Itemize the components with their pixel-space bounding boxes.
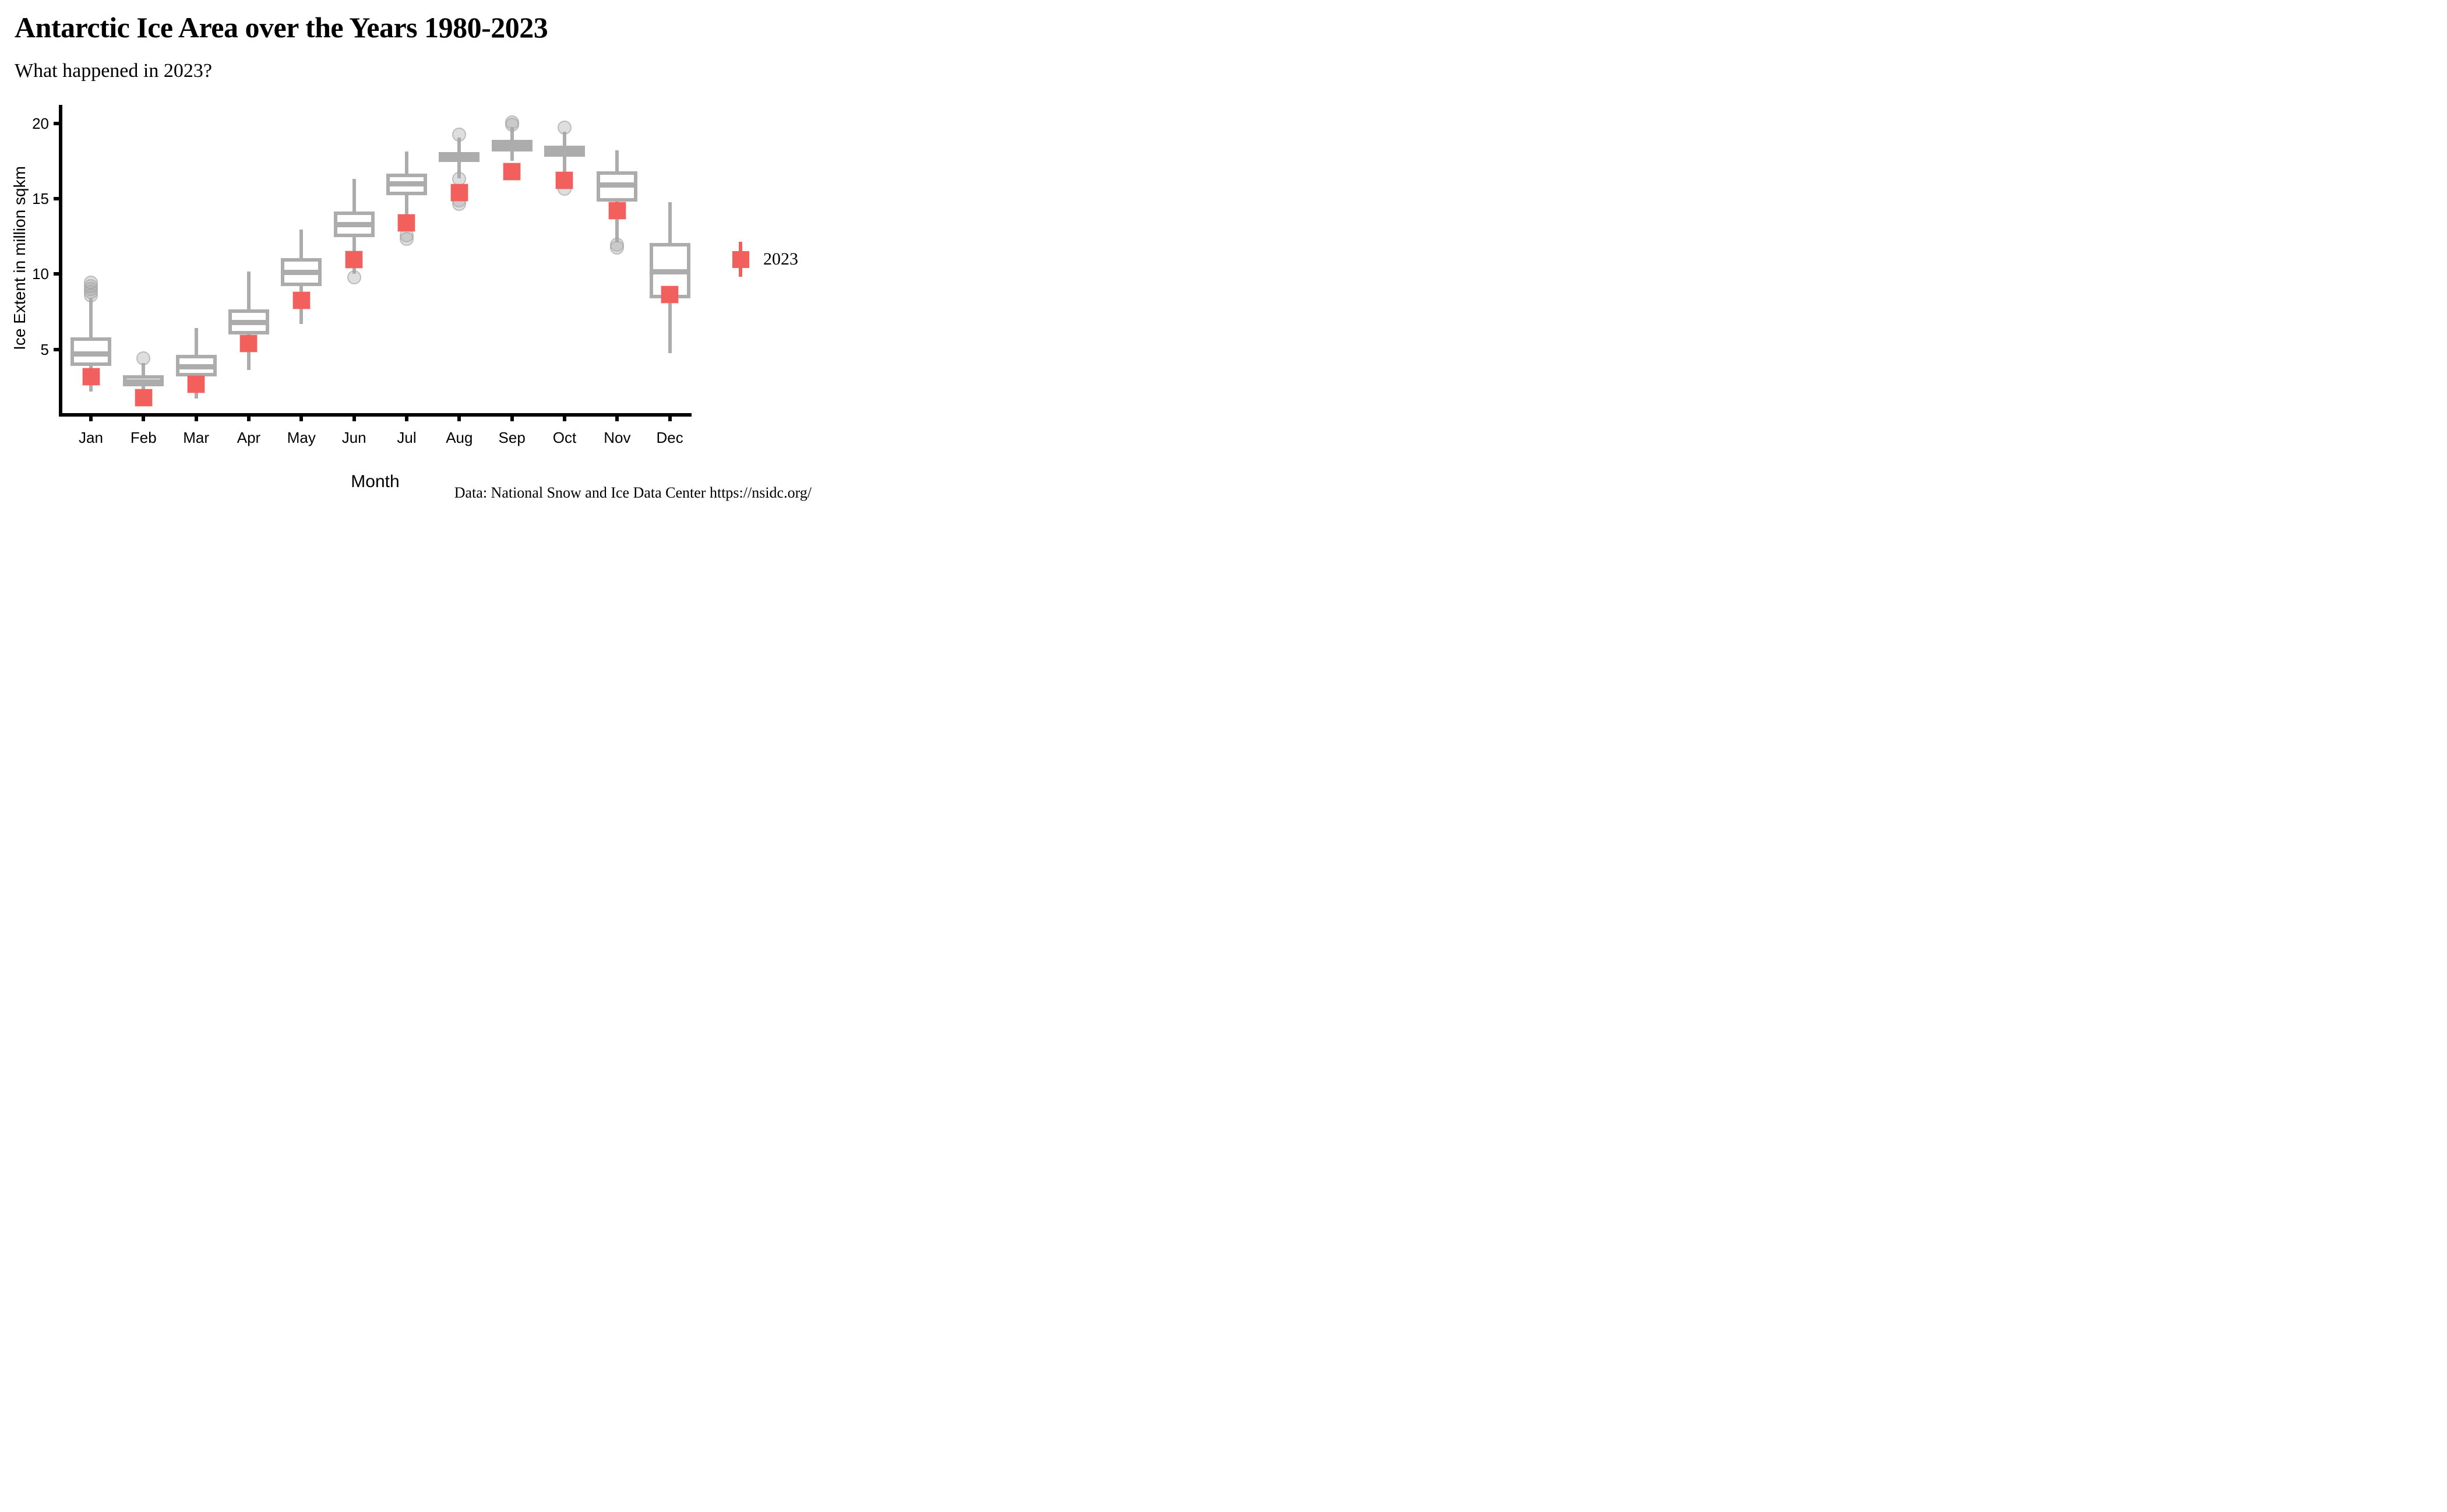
point-2023-oct [556, 172, 573, 189]
point-2023-may [292, 292, 310, 309]
point-2023-aug [450, 184, 468, 202]
median-line-oct [547, 149, 581, 154]
chart-title: Antarctic Ice Area over the Years 1980-2… [15, 11, 548, 44]
legend-label-2023: 2023 [763, 249, 798, 269]
point-2023-nov [608, 202, 626, 220]
median-line-aug [442, 153, 477, 158]
x-axis-tick-label: Sep [498, 429, 526, 446]
x-axis-tick-label: Dec [656, 429, 683, 446]
x-axis-tick-label: Nov [604, 429, 631, 446]
point-2023-jan [82, 368, 100, 385]
x-axis-tick-label: Jan [79, 429, 103, 446]
y-axis-tick [54, 347, 59, 351]
median-line-nov [600, 182, 634, 188]
median-line-mar [179, 364, 213, 369]
x-axis-title: Month [351, 472, 400, 491]
outlier-point-nov [610, 241, 625, 255]
x-axis-tick [615, 416, 619, 421]
outlier-point-jul [399, 231, 414, 246]
point-2023-dec [661, 286, 679, 303]
x-axis-tick [457, 416, 461, 421]
median-line-jan [74, 351, 108, 357]
outlier-point-jun [347, 270, 361, 284]
x-axis-tick [194, 416, 198, 421]
x-axis-tick-label: Jul [397, 429, 417, 446]
x-axis-tick-label: May [287, 429, 316, 446]
x-axis-tick [562, 416, 566, 421]
outlier-point-feb [136, 351, 151, 366]
point-2023-jun [345, 251, 363, 269]
y-axis-tick-label: 15 [32, 190, 49, 208]
y-axis-line [59, 105, 62, 417]
x-axis-tick-label: Apr [237, 429, 261, 446]
chart-page: Antarctic Ice Area over the Years 1980-2… [0, 0, 816, 504]
median-line-feb [126, 379, 161, 385]
x-axis-tick-label: Feb [130, 429, 157, 446]
outlier-point-aug [452, 128, 467, 142]
x-axis-tick [404, 416, 408, 421]
x-axis-tick [89, 416, 93, 421]
point-2023-jul [398, 214, 415, 231]
y-axis-tick [54, 121, 59, 125]
x-axis-tick-label: Aug [446, 429, 473, 446]
y-axis-tick [54, 272, 59, 276]
outlier-point-oct [557, 121, 572, 135]
point-2023-apr [240, 334, 258, 352]
x-axis-tick [668, 416, 672, 421]
median-line-dec [653, 269, 687, 274]
x-axis-tick [299, 416, 304, 421]
y-axis-tick-label: 10 [32, 265, 49, 283]
median-line-apr [231, 319, 266, 325]
x-axis-tick [352, 416, 356, 421]
x-axis-tick [246, 416, 251, 421]
data-source-caption: Data: National Snow and Ice Data Center … [454, 484, 812, 501]
point-2023-sep [503, 163, 521, 180]
legend-marker-2023 [732, 251, 749, 268]
x-axis-tick-label: Mar [183, 429, 210, 446]
median-line-may [284, 270, 319, 276]
point-2023-feb [135, 389, 152, 406]
outlier-point-sep [505, 118, 519, 132]
y-axis-tick-label: 5 [40, 340, 49, 358]
x-axis-tick-label: Oct [552, 429, 577, 446]
y-axis-tick-label: 20 [32, 114, 49, 132]
x-axis-tick-label: Jun [341, 429, 366, 446]
median-line-sep [495, 143, 529, 149]
median-line-jun [337, 221, 371, 227]
chart-subtitle: What happened in 2023? [15, 60, 212, 82]
median-line-jul [389, 181, 424, 186]
x-axis-tick [142, 416, 146, 421]
x-axis-tick [510, 416, 514, 421]
outlier-point-jan [84, 275, 98, 290]
y-axis-title: Ice Extent in million sqkm [10, 166, 29, 350]
point-2023-mar [188, 375, 205, 393]
x-axis-line [59, 413, 692, 417]
y-axis-tick [54, 197, 59, 201]
